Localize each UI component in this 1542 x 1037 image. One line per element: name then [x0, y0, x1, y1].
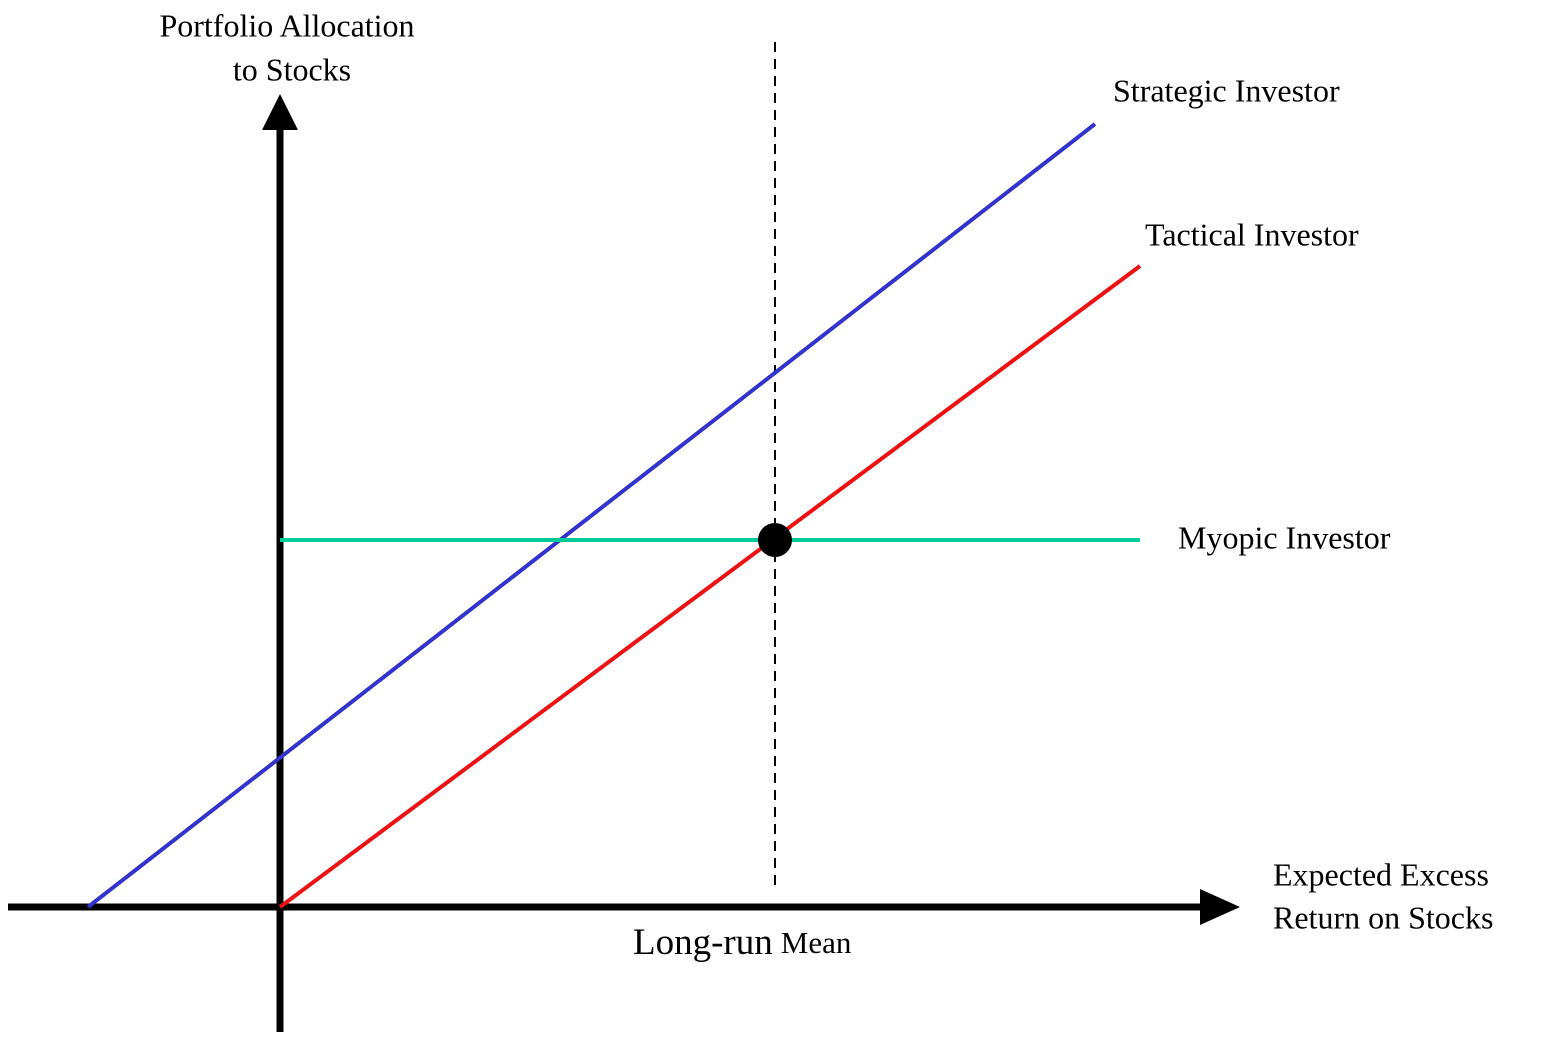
y-axis-arrow	[262, 94, 298, 130]
line-label: Strategic Investor	[1113, 72, 1340, 108]
line-label: Myopic Investor	[1178, 519, 1391, 555]
intersection-dot	[758, 523, 792, 557]
x-axis-label: Return on Stocks	[1273, 899, 1493, 935]
marker-label-main: Long-run	[633, 922, 773, 963]
x-axis-label: Expected Excess	[1273, 856, 1489, 892]
y-axis-label: to Stocks	[233, 51, 351, 87]
tactical-line	[278, 264, 1142, 909]
line-label: Tactical Investor	[1145, 216, 1359, 252]
x-axis-arrow	[1200, 889, 1240, 925]
y-axis-label: Portfolio Allocation	[159, 7, 414, 43]
marker-label-tail: Mean	[781, 925, 852, 960]
marker-label: Long-run Mean	[633, 922, 852, 963]
strategic-line	[86, 122, 1097, 909]
